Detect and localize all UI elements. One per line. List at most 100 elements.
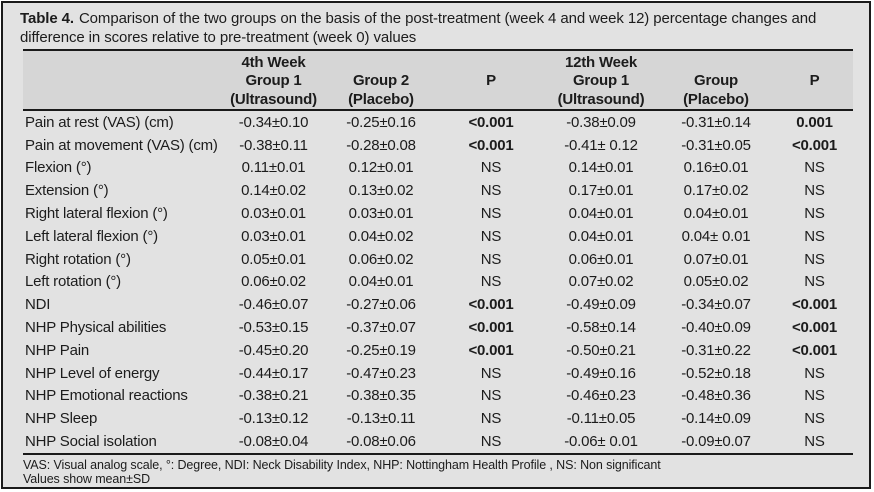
p-value-cell: NS bbox=[480, 387, 502, 405]
p-value-cell: <0.001 bbox=[468, 296, 514, 314]
value-cell: 0.03±0.01 bbox=[348, 205, 414, 223]
value-cell: -0.08±0.06 bbox=[346, 433, 416, 451]
value-cell: -0.31±0.14 bbox=[681, 113, 751, 131]
table-row: Right lateral flexion (°) 0.03±0.01 0.03… bbox=[23, 202, 853, 225]
footnote-abbreviations: VAS: Visual analog scale, °: Degree, NDI… bbox=[23, 457, 661, 472]
col-subheader bbox=[436, 90, 546, 110]
table-row: Left rotation (°) 0.06±0.02 0.04±0.01 NS… bbox=[23, 271, 853, 294]
row-label: Extension (°) bbox=[25, 182, 109, 200]
value-cell: 0.04±0.02 bbox=[348, 227, 414, 245]
value-cell: -0.31±0.22 bbox=[681, 341, 751, 359]
table-row: NHP Pain -0.45±0.20 -0.25±0.19 <0.001 -0… bbox=[23, 339, 853, 362]
table-row: Right rotation (°) 0.05±0.01 0.06±0.02 N… bbox=[23, 248, 853, 271]
value-cell: 0.03±0.01 bbox=[241, 205, 306, 223]
p-value-cell: NS bbox=[804, 159, 825, 177]
value-cell: 0.05±0.02 bbox=[683, 273, 749, 291]
p-value-cell: NS bbox=[480, 250, 502, 268]
col-subheader: (Ultrasound) bbox=[230, 91, 317, 108]
table-row: Extension (°) 0.14±0.02 0.13±0.02 NS 0.1… bbox=[23, 179, 853, 202]
value-cell: -0.06± 0.01 bbox=[564, 433, 638, 451]
week-header-row: 4th Week 12th Week bbox=[23, 50, 853, 71]
row-label: NDI bbox=[25, 296, 51, 314]
value-cell: -0.38±0.21 bbox=[238, 387, 309, 405]
p-value-cell: <0.001 bbox=[791, 319, 838, 337]
p-value-cell: NS bbox=[804, 364, 825, 382]
table-caption-text: Comparison of the two groups on the basi… bbox=[20, 10, 817, 46]
value-cell: -0.09±0.07 bbox=[681, 433, 751, 451]
value-cell: 0.13±0.02 bbox=[348, 182, 414, 200]
col-header: Group 1 bbox=[245, 72, 302, 89]
week-12-header: 12th Week bbox=[564, 54, 638, 71]
p-value-cell: <0.001 bbox=[791, 136, 838, 154]
value-cell: 0.04± 0.01 bbox=[681, 227, 751, 245]
comparison-table: 4th Week 12th Week Group 1 Group 2 P Gro… bbox=[23, 49, 853, 455]
table-row: Pain at rest (VAS) (cm) -0.34±0.10 -0.25… bbox=[23, 110, 853, 134]
p-value-cell: <0.001 bbox=[468, 341, 514, 359]
row-label: Flexion (°) bbox=[25, 159, 92, 177]
p-value-cell: NS bbox=[480, 273, 502, 291]
table-row: NHP Sleep -0.13±0.12 -0.13±0.11 NS -0.11… bbox=[23, 407, 853, 430]
row-label: Left rotation (°) bbox=[25, 273, 121, 291]
row-label: Pain at rest (VAS) (cm) bbox=[25, 113, 174, 131]
value-cell: -0.13±0.12 bbox=[238, 410, 309, 428]
p-value-cell: NS bbox=[480, 182, 502, 200]
p-value-cell: <0.001 bbox=[468, 136, 514, 154]
value-cell: 0.17±0.02 bbox=[683, 182, 749, 200]
value-cell: 0.16±0.01 bbox=[683, 159, 749, 177]
row-label: Left lateral flexion (°) bbox=[25, 227, 158, 245]
value-cell: -0.52±0.18 bbox=[681, 364, 751, 382]
value-cell: 0.04±0.01 bbox=[348, 273, 414, 291]
value-cell: 0.17±0.01 bbox=[568, 182, 634, 200]
table-row: NDI -0.46±0.07 -0.27±0.06 <0.001 -0.49±0… bbox=[23, 293, 853, 316]
row-label: Right rotation (°) bbox=[25, 250, 131, 268]
col-header: Group bbox=[694, 72, 738, 89]
week-4-header: 4th Week bbox=[241, 54, 306, 71]
value-cell: -0.46±0.23 bbox=[566, 387, 636, 405]
value-cell: -0.37±0.07 bbox=[346, 319, 416, 337]
value-cell: -0.53±0.15 bbox=[238, 319, 309, 337]
row-label: Right lateral flexion (°) bbox=[25, 205, 168, 223]
p-value-cell: <0.001 bbox=[791, 296, 838, 314]
value-cell: -0.34±0.10 bbox=[238, 113, 309, 131]
value-cell: 0.06±0.02 bbox=[348, 250, 414, 268]
table-header: 4th Week 12th Week Group 1 Group 2 P Gro… bbox=[23, 50, 853, 110]
value-cell: -0.08±0.04 bbox=[238, 433, 309, 451]
table-row: Flexion (°) 0.11±0.01 0.12±0.01 NS 0.14±… bbox=[23, 157, 853, 180]
value-cell: 0.07±0.01 bbox=[683, 250, 749, 268]
col-header: Group 2 bbox=[352, 72, 410, 89]
value-cell: -0.49±0.16 bbox=[566, 364, 636, 382]
p-value-cell: <0.001 bbox=[468, 319, 514, 337]
row-label: NHP Pain bbox=[25, 341, 89, 359]
value-cell: -0.38±0.11 bbox=[239, 136, 308, 154]
table-row: Pain at movement (VAS) (cm) -0.38±0.11 -… bbox=[23, 134, 853, 157]
value-cell: -0.48±0.36 bbox=[681, 387, 751, 405]
col-subheader: (Placebo) bbox=[683, 91, 749, 108]
row-label: NHP Emotional reactions bbox=[25, 387, 188, 405]
row-label: NHP Physical abilities bbox=[25, 319, 167, 337]
value-cell: 0.04±0.01 bbox=[568, 205, 634, 223]
p-value-cell: NS bbox=[804, 250, 825, 268]
value-cell: -0.47±0.23 bbox=[346, 364, 416, 382]
value-cell: -0.38±0.35 bbox=[346, 387, 416, 405]
p-value-cell: NS bbox=[804, 433, 825, 451]
value-cell: 0.11±0.01 bbox=[241, 159, 306, 177]
value-cell: -0.14±0.09 bbox=[681, 410, 751, 428]
table-body: Pain at rest (VAS) (cm) -0.34±0.10 -0.25… bbox=[23, 110, 853, 454]
row-label: Pain at movement (VAS) (cm) bbox=[25, 136, 218, 154]
value-cell: 0.07±0.02 bbox=[568, 273, 634, 291]
p-value-cell: NS bbox=[480, 205, 502, 223]
value-cell: -0.58±0.14 bbox=[566, 319, 636, 337]
row-label: NHP Social isolation bbox=[25, 433, 157, 451]
p-value-cell: NS bbox=[480, 410, 502, 428]
col-subheader bbox=[776, 90, 853, 110]
p-value-cell: NS bbox=[804, 182, 825, 200]
value-cell: -0.40±0.09 bbox=[681, 319, 751, 337]
p-value-cell: <0.001 bbox=[468, 113, 514, 131]
row-label: NHP Sleep bbox=[25, 410, 98, 428]
value-cell: -0.50±0.21 bbox=[566, 341, 636, 359]
group-header-row: Group 1 Group 2 P Group 1 Group P bbox=[23, 71, 853, 90]
value-cell: -0.34±0.07 bbox=[681, 296, 751, 314]
p-value-cell: NS bbox=[804, 205, 825, 223]
table-row: NHP Emotional reactions -0.38±0.21 -0.38… bbox=[23, 385, 853, 408]
